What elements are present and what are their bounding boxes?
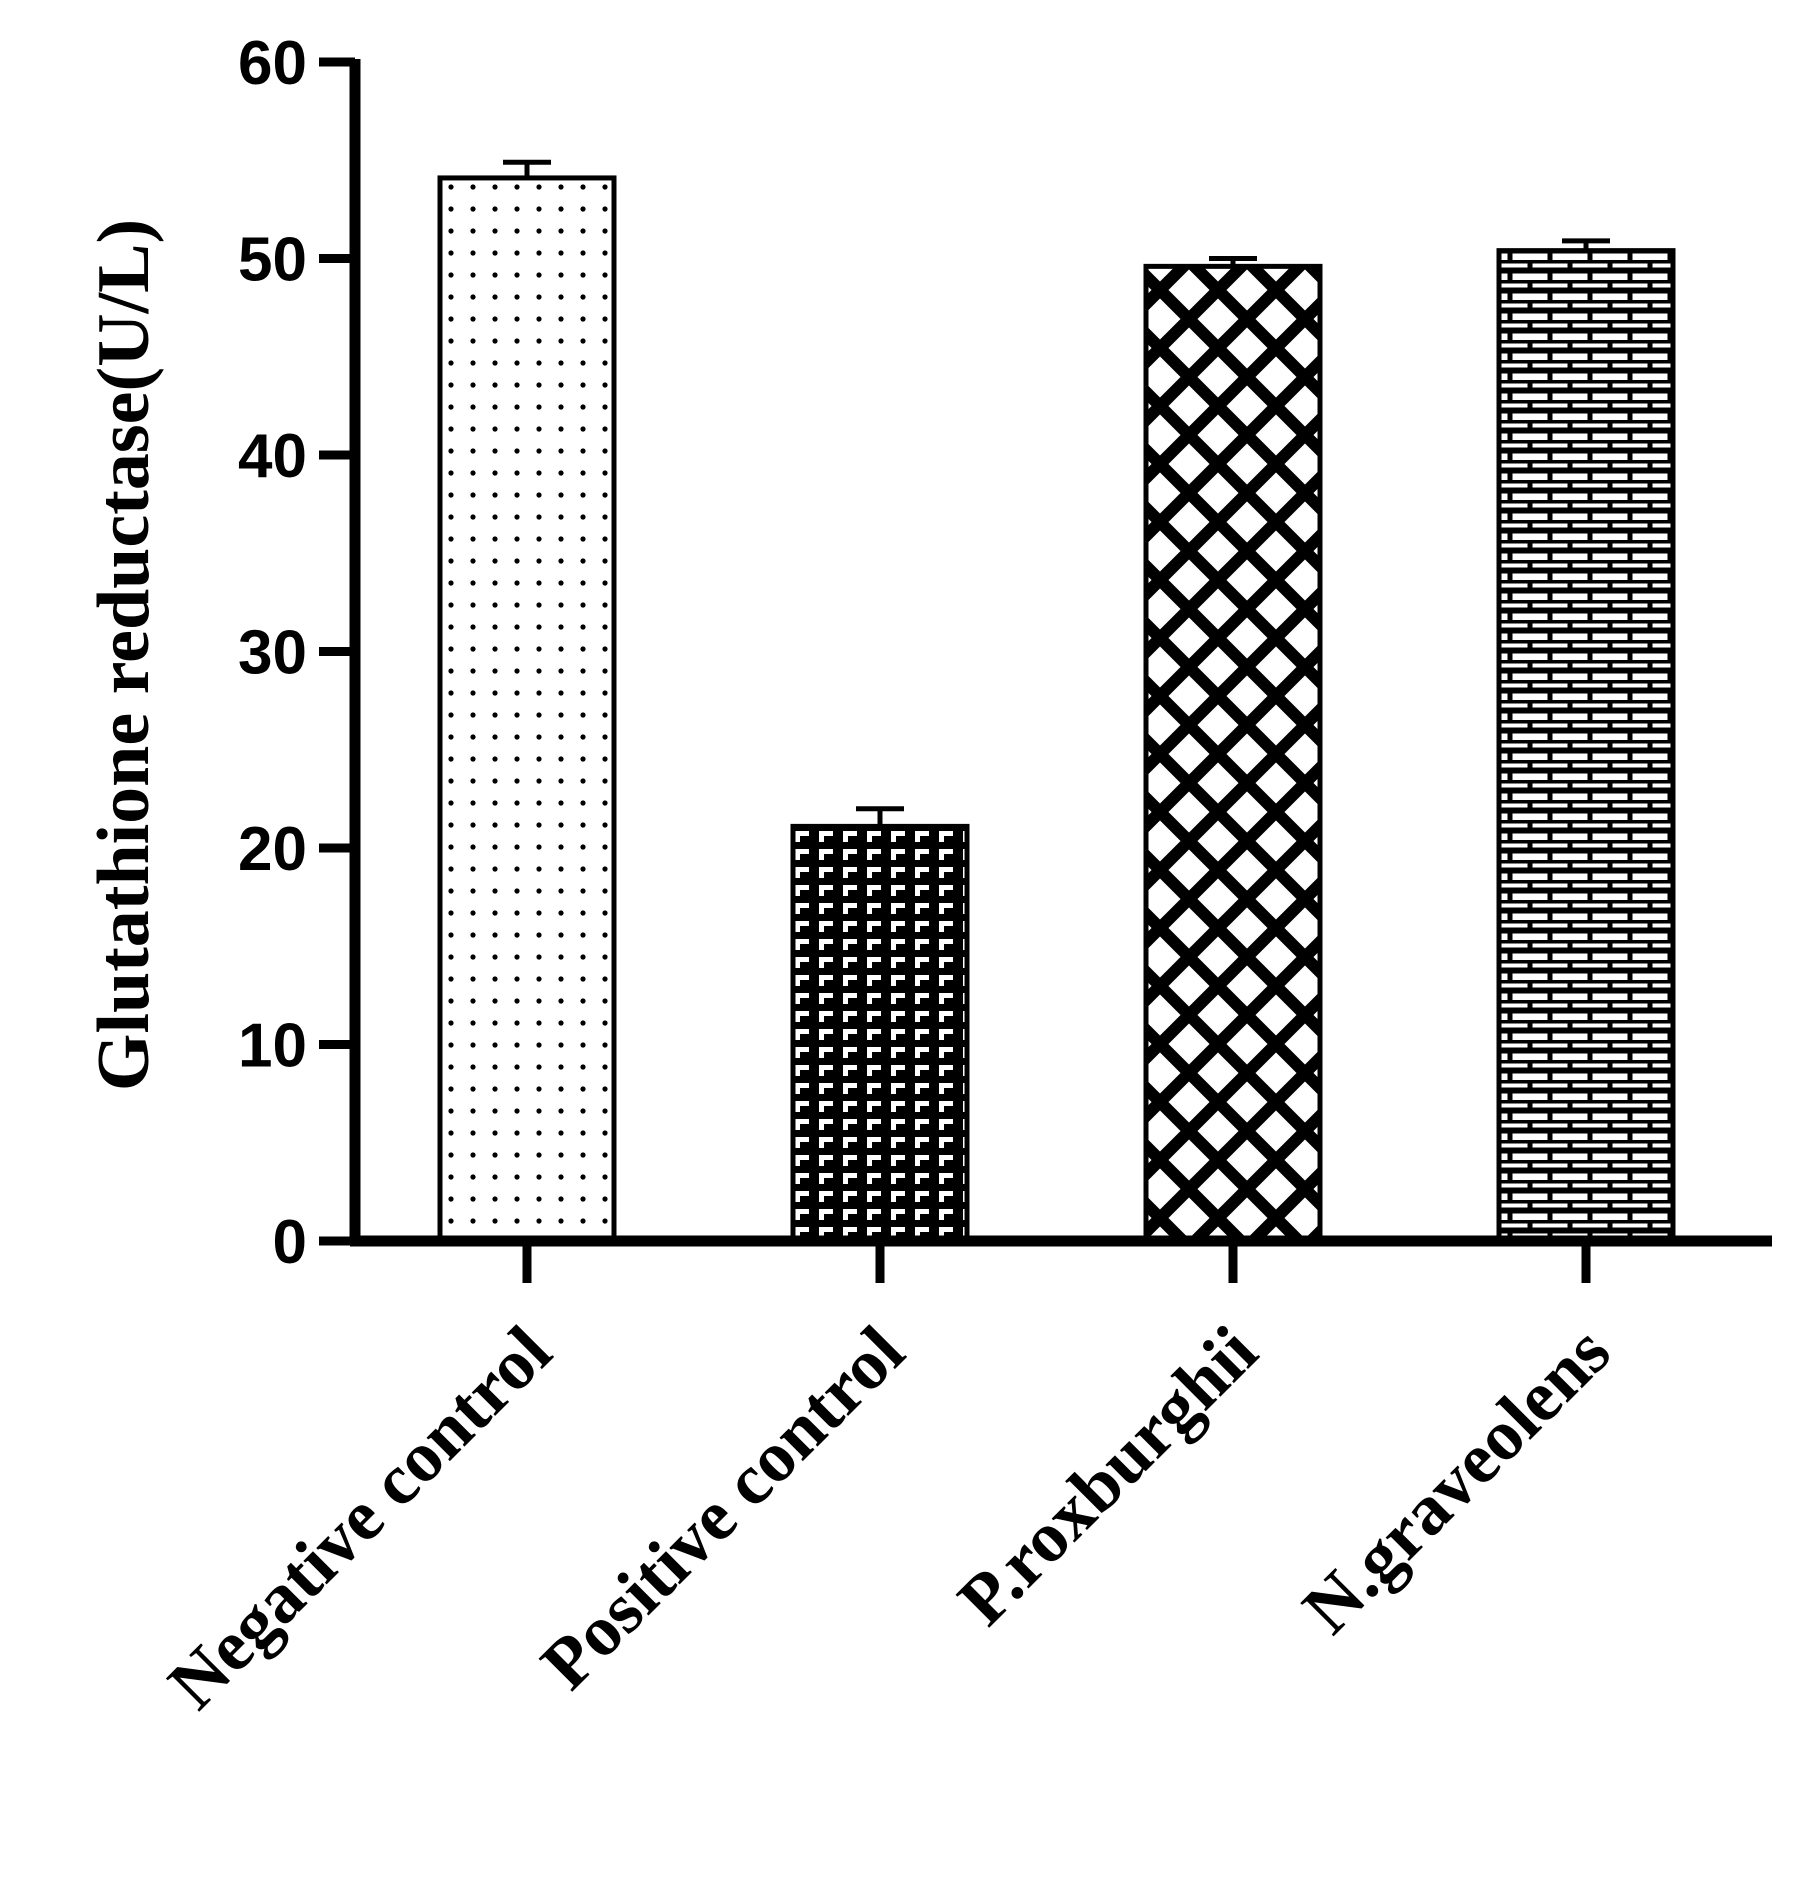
x-tick-label-2: P.roxburghii [943,1311,1273,1641]
bar-2 [1143,263,1323,1244]
y-tick-label-40: 40 [238,422,307,491]
bar-0 [437,175,617,1244]
y-tick-label-60: 60 [238,29,307,98]
y-tick-label-0: 0 [273,1208,307,1277]
bar-3 [1496,248,1676,1244]
x-tick-label-3: N.graveolens [1287,1311,1625,1649]
x-tick-label-0: Negative control [153,1311,566,1724]
plot-area [437,159,1676,1244]
y-tick-label-30: 30 [238,619,307,688]
y-tick-label-50: 50 [238,226,307,295]
y-tick-label-20: 20 [238,815,307,884]
y-tick-label-10: 10 [238,1012,307,1081]
bar-1 [790,823,970,1244]
y-axis: 0 10 20 30 40 50 60 [238,29,361,1277]
x-tick-label-1: Positive control [526,1311,920,1705]
y-axis-label: Glutathione reductase(U/L) [83,219,165,1091]
